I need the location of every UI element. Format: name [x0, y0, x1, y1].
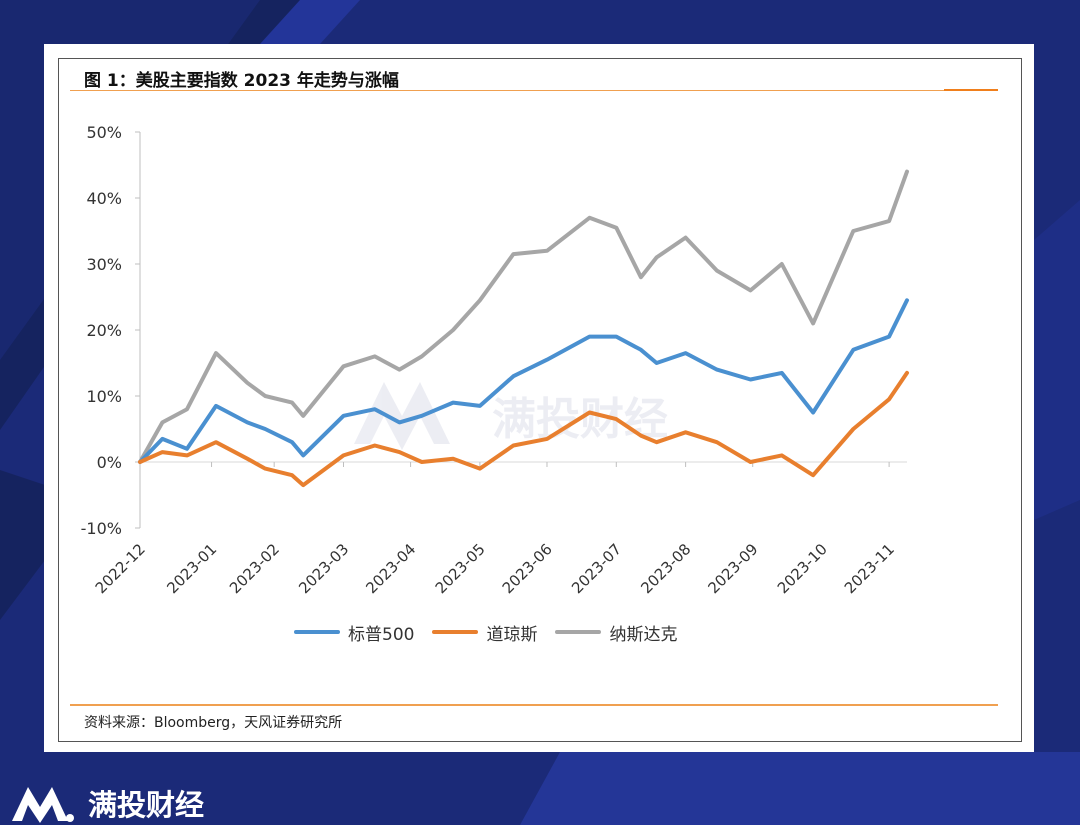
legend-swatch-nasdaq	[555, 630, 602, 634]
x-tick-label: 2023-03	[295, 540, 352, 597]
chart-legend: 标普500 道琼斯 纳斯达克	[294, 620, 677, 645]
series-line-nasdaq	[138, 169, 909, 464]
brand-footer: 满投财经	[10, 782, 204, 824]
watermark-logo	[354, 382, 450, 450]
watermark: 满投财经	[354, 382, 668, 450]
x-tick-label: 2023-10	[774, 540, 831, 597]
y-tick-label: -10%	[81, 519, 122, 538]
x-tick-label: 2023-04	[362, 540, 419, 597]
title-divider-accent	[944, 89, 998, 91]
y-tick-label: 0%	[97, 453, 122, 472]
legend-item-sp500: 标普500	[294, 620, 414, 645]
y-tick-label: 40%	[86, 189, 122, 208]
chart-card: 图 1：美股主要指数 2023 年走势与涨幅 满投财经 50% 40% 30% 20%…	[44, 44, 1034, 752]
x-tick-label: 2023-06	[499, 540, 556, 597]
legend-label-dow: 道琼斯	[486, 624, 538, 645]
series-line-dow	[138, 370, 909, 488]
legend-label-nasdaq: 纳斯达克	[609, 624, 678, 645]
x-tick-label: 2023-05	[432, 540, 489, 597]
legend-item-nasdaq: 纳斯达克	[555, 620, 677, 645]
x-tick-label: 2023-11	[841, 540, 898, 597]
brand-name: 满投财经	[88, 788, 205, 822]
x-tick-label: 2023-08	[637, 540, 694, 597]
source-note: 资料来源：Bloomberg，天风证券研究所	[84, 715, 343, 731]
source-divider	[70, 704, 998, 706]
x-tick-label: 2023-01	[163, 540, 220, 597]
series-line-sp500	[138, 298, 909, 464]
x-tick-label: 2023-07	[568, 540, 625, 597]
legend-item-dow: 道琼斯	[432, 620, 537, 645]
chart-title: 图 1：美股主要指数 2023 年走势与涨幅	[84, 71, 399, 91]
x-tick-label: 2023-02	[226, 540, 283, 597]
legend-label-sp500: 标普500	[348, 624, 415, 645]
x-tick-label: 2023-09	[704, 540, 761, 597]
chart-frame	[58, 58, 1022, 742]
legend-swatch-dow	[432, 630, 479, 634]
y-tick-label: 10%	[86, 387, 122, 406]
line-chart: 满投财经 50% 40% 30% 20% 10% 0% -10% 2022-12 2023-01…	[81, 123, 909, 597]
legend-swatch-sp500	[294, 630, 340, 634]
y-tick-label: 50%	[86, 123, 122, 142]
brand-logo-icon	[12, 787, 74, 823]
x-tick-label: 2022-12	[92, 540, 149, 597]
y-tick-label: 20%	[86, 321, 122, 340]
title-divider	[70, 90, 998, 91]
y-tick-label: 30%	[86, 255, 122, 274]
